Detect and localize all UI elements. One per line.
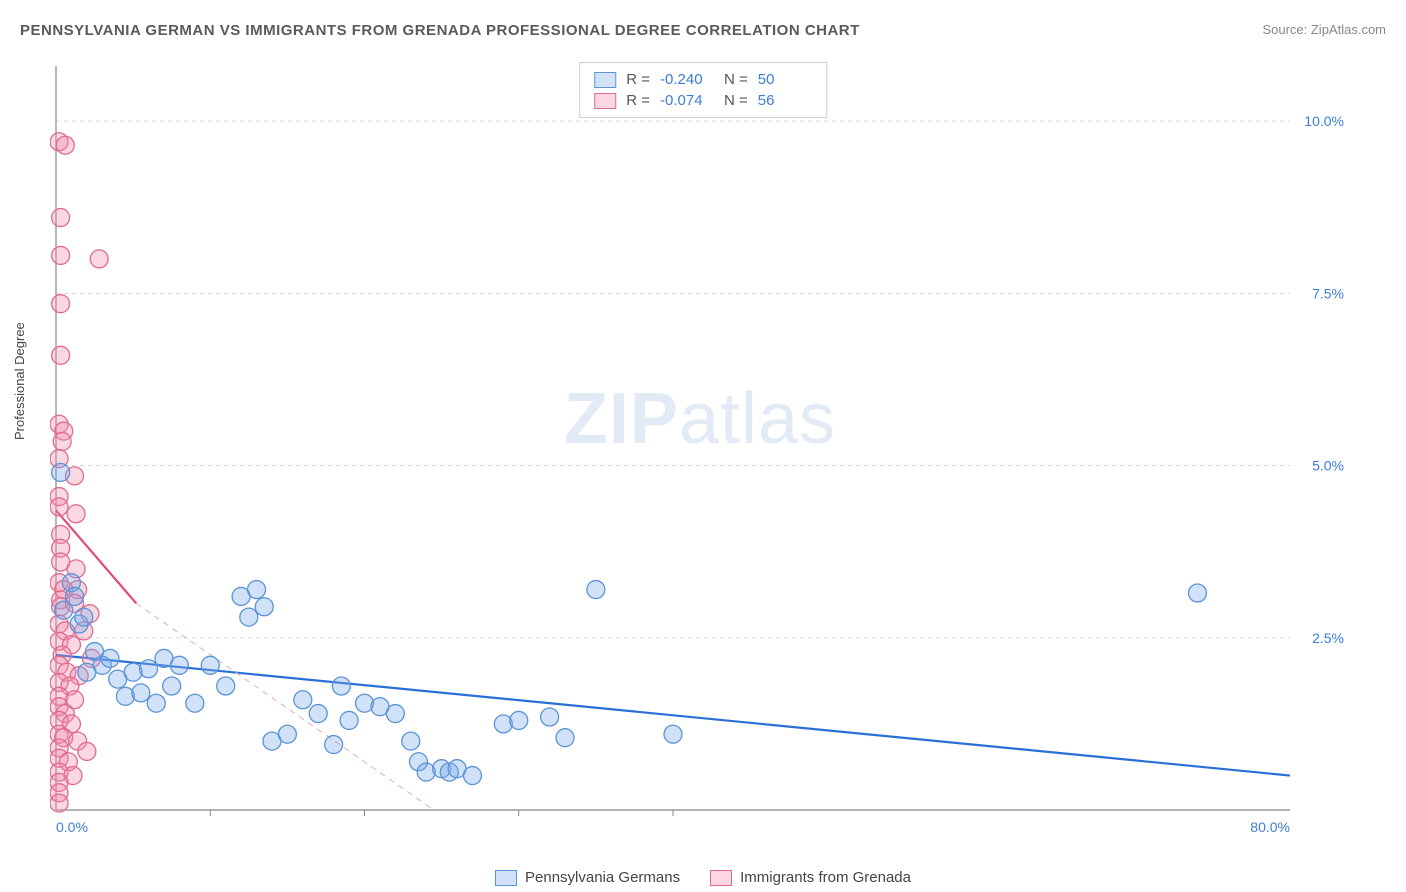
- bottom-legend: Pennsylvania Germans Immigrants from Gren…: [495, 869, 911, 886]
- svg-text:10.0%: 10.0%: [1304, 113, 1344, 129]
- svg-text:0.0%: 0.0%: [56, 819, 88, 835]
- swatch-icon: [594, 93, 616, 109]
- chart-container: PENNSYLVANIA GERMAN VS IMMIGRANTS FROM G…: [0, 0, 1406, 892]
- stats-row: R = -0.074 N = 56: [594, 90, 812, 111]
- stat-n-label: N =: [724, 71, 748, 88]
- stats-row: R = -0.240 N = 50: [594, 69, 812, 90]
- svg-text:5.0%: 5.0%: [1312, 458, 1344, 474]
- stat-n-value: 50: [758, 71, 812, 88]
- swatch-icon: [710, 870, 732, 886]
- legend-item: Pennsylvania Germans: [495, 869, 680, 886]
- swatch-icon: [495, 870, 517, 886]
- legend-item: Immigrants from Grenada: [710, 869, 911, 886]
- stat-r-value: -0.074: [660, 92, 714, 109]
- stat-r-label: R =: [626, 71, 650, 88]
- stats-box: R = -0.240 N = 50 R = -0.074 N = 56: [579, 62, 827, 118]
- y-axis-label: Professional Degree: [12, 322, 27, 440]
- source-label: Source: ZipAtlas.com: [1262, 22, 1386, 37]
- legend-label: Immigrants from Grenada: [740, 869, 911, 886]
- chart-title: PENNSYLVANIA GERMAN VS IMMIGRANTS FROM G…: [20, 22, 860, 39]
- stat-r-value: -0.240: [660, 71, 714, 88]
- plot-area: 2.5%5.0%7.5%10.0%0.0%80.0% ZIPatlas: [50, 60, 1350, 840]
- stat-n-label: N =: [724, 92, 748, 109]
- stat-n-value: 56: [758, 92, 812, 109]
- scatter-plot: 2.5% 5.0% 7.5% 10.0% 0.0% 80.0%: [50, 60, 1350, 840]
- swatch-icon: [594, 72, 616, 88]
- legend-label: Pennsylvania Germans: [525, 869, 680, 886]
- stat-r-label: R =: [626, 92, 650, 109]
- svg-text:7.5%: 7.5%: [1312, 285, 1344, 301]
- svg-text:80.0%: 80.0%: [1250, 819, 1290, 835]
- svg-text:2.5%: 2.5%: [1312, 630, 1344, 646]
